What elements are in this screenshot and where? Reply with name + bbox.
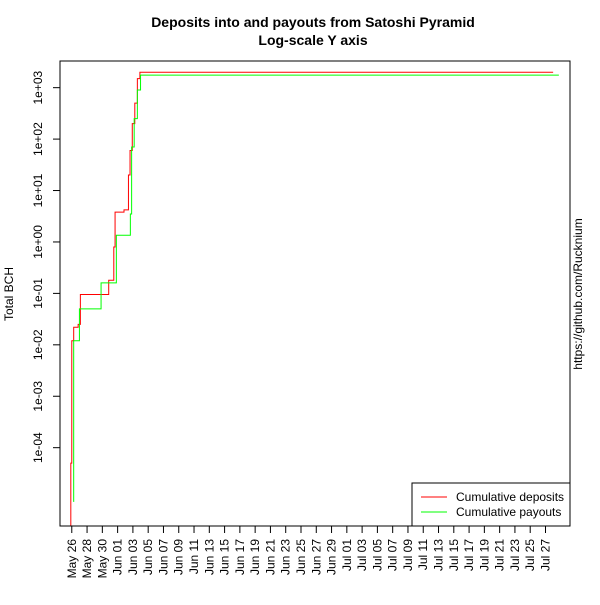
y-tick-label: 1e+02 [31, 122, 45, 156]
y-tick-label: 1e-02 [31, 329, 45, 360]
y-tick-label: 1e+00 [31, 225, 45, 259]
y-tick-label: 1e+03 [31, 70, 45, 104]
plot-area [70, 71, 559, 526]
y-axis-label: Total BCH [2, 267, 16, 321]
x-axis: May 26 May 28 May 30 Jun 01 Jun 03 Jun 05 Jun … [65, 525, 552, 579]
x-tick-label: Jul 17 [462, 539, 476, 571]
x-tick-label: Jul 13 [432, 539, 446, 571]
x-tick-label: Jun 01 [111, 539, 125, 575]
chart-subtitle: Log-scale Y axis [258, 32, 367, 48]
y-tick-label: 1e-01 [31, 278, 45, 309]
x-tick-label: Jul 01 [340, 539, 354, 571]
series-line-payouts [73, 74, 559, 502]
x-tick-label: Jul 19 [477, 539, 491, 571]
x-tick-label: Jun 05 [141, 539, 155, 575]
x-tick-label: Jun 03 [126, 539, 140, 575]
legend: Cumulative deposits Cumulative payouts [411, 482, 571, 527]
x-tick-label: Jul 11 [416, 539, 430, 570]
x-tick-label: May 26 [65, 539, 79, 579]
legend-box [411, 482, 571, 527]
y-tick-label: 1e+01 [31, 173, 45, 207]
x-tick-label: Jun 17 [233, 539, 247, 575]
x-tick-label: Jun 29 [325, 539, 339, 575]
series-line-deposits [70, 71, 554, 526]
x-tick-label: Jun 27 [309, 539, 323, 575]
x-tick-label: May 30 [95, 539, 109, 579]
x-tick-label: Jul 15 [447, 539, 461, 571]
x-tick-label: Jun 19 [248, 539, 262, 575]
x-tick-label: Jun 13 [202, 539, 216, 575]
x-tick-label: Jul 05 [370, 539, 384, 571]
chart-title: Deposits into and payouts from Satoshi P… [151, 14, 475, 30]
y-tick-label: 1e-03 [31, 381, 45, 412]
x-tick-label: Jul 27 [538, 539, 552, 571]
x-tick-label: Jun 11 [187, 539, 201, 574]
x-tick-label: May 28 [80, 539, 94, 579]
side-label: https://github.com/Rucknium [571, 218, 585, 369]
legend-label-deposits: Cumulative deposits [456, 490, 564, 504]
y-tick-label: 1e-04 [31, 432, 45, 463]
x-tick-label: Jun 23 [279, 539, 293, 575]
plot-frame [59, 60, 571, 527]
x-tick-label: Jul 09 [401, 539, 415, 571]
x-tick-label: Jun 15 [218, 539, 232, 575]
x-tick-label: Jul 25 [523, 539, 537, 571]
x-tick-label: Jun 07 [156, 539, 170, 575]
x-tick-label: Jul 23 [508, 539, 522, 571]
x-tick-label: Jul 03 [355, 539, 369, 571]
x-tick-label: Jun 09 [172, 539, 186, 575]
x-tick-label: Jul 21 [493, 539, 507, 571]
legend-label-payouts: Cumulative payouts [456, 505, 561, 519]
x-tick-label: Jun 25 [294, 539, 308, 575]
x-tick-label: Jun 21 [263, 539, 277, 575]
x-tick-label: Jul 07 [386, 539, 400, 571]
